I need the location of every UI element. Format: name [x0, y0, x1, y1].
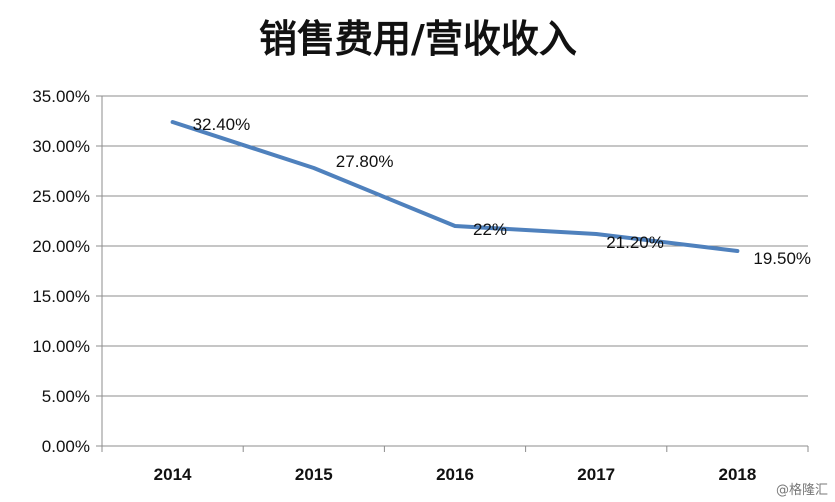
data-label: 27.80%: [336, 152, 394, 171]
data-label: 32.40%: [193, 115, 251, 134]
data-label: 22%: [473, 220, 507, 239]
x-tick-label: 2016: [436, 465, 474, 484]
axes: [96, 95, 809, 452]
x-tick-labels: 2014 2015 2016 2017 2018: [154, 465, 757, 484]
x-tick-label: 2018: [718, 465, 756, 484]
x-tick-label: 2014: [154, 465, 192, 484]
data-label: 21.20%: [606, 233, 664, 252]
y-tick-label: 10.00%: [32, 337, 90, 356]
series-group: [170, 120, 740, 253]
x-tick-label: 2017: [577, 465, 615, 484]
y-tick-label: 25.00%: [32, 187, 90, 206]
series-line: [170, 120, 740, 253]
data-labels: 32.40% 27.80% 22% 21.20% 19.50%: [193, 115, 811, 268]
data-point: [453, 224, 457, 228]
y-tick-label: 35.00%: [32, 87, 90, 106]
x-tick-label: 2015: [295, 465, 333, 484]
data-point: [171, 120, 175, 124]
y-tick-labels: 0.00% 5.00% 10.00% 15.00% 20.00% 25.00% 30.00%…: [32, 87, 90, 456]
watermark: @格隆汇: [776, 482, 828, 498]
chart-title: 销售费用/营收收入: [259, 17, 577, 61]
y-tick-label: 20.00%: [32, 237, 90, 256]
data-label: 19.50%: [753, 249, 811, 268]
data-point: [735, 249, 739, 253]
y-tick-label: 30.00%: [32, 137, 90, 156]
y-tick-label: 0.00%: [42, 437, 90, 456]
data-point: [312, 166, 316, 170]
y-tick-label: 5.00%: [42, 387, 90, 406]
y-tick-label: 15.00%: [32, 287, 90, 306]
gridlines: [102, 95, 808, 397]
data-point: [594, 232, 598, 236]
